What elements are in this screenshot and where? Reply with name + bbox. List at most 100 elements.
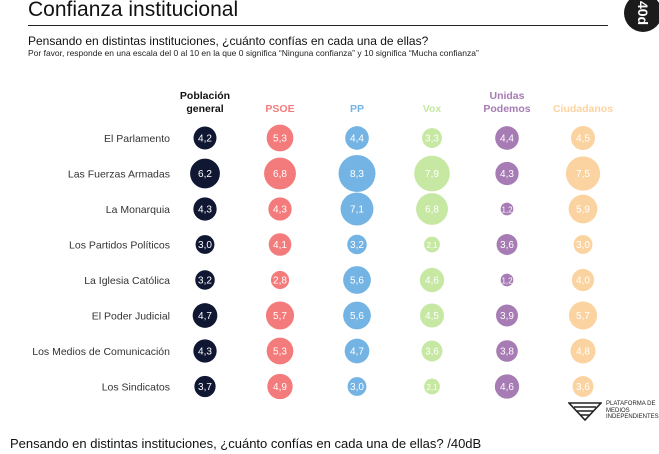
bubble-value-label: 3,0 <box>350 382 364 393</box>
bubble <box>340 192 374 226</box>
bubble-value-label: 1,2 <box>501 277 513 286</box>
bubble-value-label: 4,2 <box>198 134 212 145</box>
bubble-value-label: 7,5 <box>576 169 590 180</box>
bubble <box>416 193 448 225</box>
bubble <box>195 270 215 290</box>
bubble-value-label: 4,9 <box>273 382 287 393</box>
bubble-value-label: 4,4 <box>350 134 364 145</box>
column-header-line: Ciudadanos <box>553 103 613 115</box>
column-header-line: PP <box>350 103 364 115</box>
bubble <box>572 376 594 397</box>
bubble <box>570 338 596 364</box>
bubble-value-label: 3,6 <box>500 240 514 251</box>
bubble <box>268 197 292 221</box>
bubble-value-label: 5,7 <box>273 311 287 322</box>
bubble-value-label: 2,8 <box>273 276 287 287</box>
instructions-text: Por favor, responde en una escala del 0 … <box>28 48 479 58</box>
column-header-line: Población <box>180 90 230 102</box>
bubble <box>192 303 218 328</box>
column-header: PSOE <box>265 103 294 115</box>
bubble-value-label: 3,7 <box>198 382 212 393</box>
bubble-value-label: 1,2 <box>501 206 513 215</box>
bubble-value-label: 5,3 <box>273 134 287 145</box>
bubble-value-label: 3,2 <box>198 276 212 287</box>
bubble-value-label: 4,7 <box>350 347 364 358</box>
bubble <box>500 273 514 287</box>
bubble <box>424 236 440 253</box>
column-header: Vox <box>423 103 442 115</box>
bubble <box>496 234 518 255</box>
bubble <box>414 155 450 192</box>
platform-logo: PLATAFORMA DE MEDIOS INDEPENDIENTES <box>568 401 659 421</box>
row-label: La Monarquia <box>106 204 170 216</box>
row-label: Los Sindicatos <box>102 382 170 394</box>
bubble <box>347 234 367 255</box>
column-header: Unidas Podemos <box>483 90 530 115</box>
bubble-value-label: 7,1 <box>350 205 364 216</box>
bubble-value-label: 4,4 <box>500 134 514 145</box>
bubble-value-label: 4,5 <box>576 134 590 145</box>
bubble <box>347 377 367 396</box>
bubble-value-label: 4,3 <box>273 205 287 216</box>
bubble-value-label: 4,6 <box>500 382 514 393</box>
row-label: El Poder Judicial <box>92 311 170 323</box>
bubble <box>270 270 290 290</box>
bubble-value-label: 4,3 <box>198 205 212 216</box>
bubble <box>494 374 520 399</box>
bubble-value-label: 8,3 <box>350 169 364 180</box>
bubble <box>420 303 444 328</box>
column-header-line: Podemos <box>483 103 530 115</box>
bubble <box>495 161 519 186</box>
bubble-value-label: 3,9 <box>500 311 514 322</box>
bubble <box>345 126 369 150</box>
bubble-value-label: 5,3 <box>273 347 287 358</box>
bubble <box>343 266 371 294</box>
bubble-value-label: 4,7 <box>198 311 212 322</box>
bubble <box>338 155 376 192</box>
column-header: Ciudadanos <box>553 103 613 115</box>
bubble-value-label: 2,1 <box>426 241 438 250</box>
bubble <box>424 378 440 395</box>
bubble-value-label: 5,7 <box>576 311 590 322</box>
bubble <box>496 340 518 362</box>
column-header-line: Vox <box>423 103 442 115</box>
bubble <box>422 128 442 148</box>
bubble <box>266 124 294 152</box>
bubble-value-label: 3,3 <box>425 134 439 145</box>
bubble <box>421 340 443 362</box>
bubble <box>267 373 293 400</box>
bubble <box>568 301 598 330</box>
bubble-value-label: 5,6 <box>350 311 364 322</box>
bubble <box>500 202 514 216</box>
bubble-value-label: 5,6 <box>350 276 364 287</box>
bubble <box>571 268 595 292</box>
row-label: Los Partidos Políticos <box>69 240 170 252</box>
row-label: La Iglesia Católica <box>84 275 170 287</box>
logo-text: PLATAFORMA DE MEDIOS INDEPENDIENTES <box>606 401 659 421</box>
page-title: Confianza institucional <box>28 0 239 21</box>
bubble-value-label: 2,1 <box>426 383 438 392</box>
bubble <box>573 235 593 254</box>
bubble-value-label: 4,8 <box>576 347 590 358</box>
bubble-value-label: 6,8 <box>273 169 287 180</box>
bubble <box>194 375 216 398</box>
row-label: Los Medios de Comunicación <box>32 346 170 358</box>
bubble-chart: Población general PSOE PP Vox Unidas Podemos Ci… <box>32 90 613 400</box>
bubble <box>268 233 292 256</box>
question-text: Pensando en distintas instituciones, ¿cu… <box>28 34 429 48</box>
bubble-value-label: 4,3 <box>500 169 514 180</box>
column-header-line: PSOE <box>265 103 294 115</box>
bubble <box>343 301 371 330</box>
bubble-value-label: 4,0 <box>576 276 590 287</box>
column-header: Población general <box>180 90 230 115</box>
bubble <box>266 337 294 365</box>
bubble-value-label: 3,2 <box>350 240 364 251</box>
bubble <box>264 157 296 190</box>
column-header-line: general <box>186 103 223 115</box>
figure-caption: Pensando en distintas instituciones, ¿cu… <box>10 436 482 451</box>
corner-badge: 40d <box>624 0 659 32</box>
title-divider <box>28 25 608 26</box>
bubble-value-label: 3,6 <box>425 347 439 358</box>
bubble <box>193 339 217 363</box>
bubble <box>193 197 217 221</box>
